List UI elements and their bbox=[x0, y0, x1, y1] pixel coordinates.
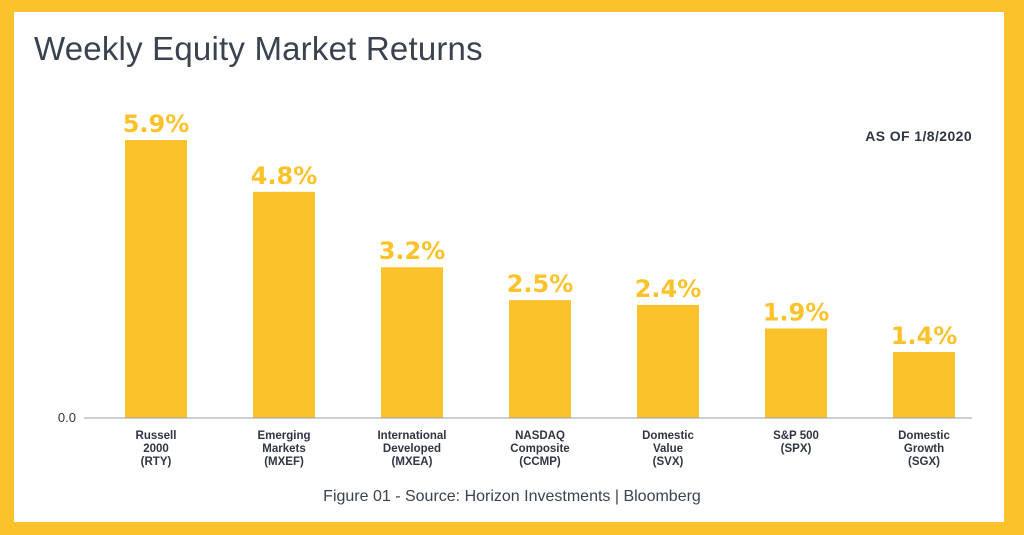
category-label-0: Russell 2000 (RTY) bbox=[136, 430, 177, 468]
bar-3 bbox=[509, 300, 571, 418]
bar-value-label-1: 4.8% bbox=[251, 162, 318, 190]
page-title: Weekly Equity Market Returns bbox=[34, 30, 483, 67]
bar-value-label-0: 5.9% bbox=[123, 110, 190, 138]
bar-0 bbox=[125, 140, 187, 418]
bar-5 bbox=[765, 328, 827, 418]
bar-6 bbox=[893, 352, 955, 418]
y-tick-zero: 0.0 bbox=[58, 410, 76, 425]
figure-caption: Figure 01 - Source: Horizon Investments … bbox=[323, 488, 701, 505]
bar-value-label-6: 1.4% bbox=[891, 322, 958, 350]
category-label-6: Domestic Growth (SGX) bbox=[898, 430, 950, 468]
category-label-5: S&P 500 (SPX) bbox=[773, 430, 819, 455]
category-label-1: Emerging Markets (MXEF) bbox=[257, 430, 310, 468]
bar-value-label-4: 2.4% bbox=[635, 275, 702, 303]
as-of-date: AS OF 1/8/2020 bbox=[865, 128, 972, 144]
category-label-3: NASDAQ Composite (CCMP) bbox=[510, 430, 569, 468]
bar-2 bbox=[381, 267, 443, 418]
bar-4 bbox=[637, 304, 699, 418]
bar-value-label-3: 2.5% bbox=[507, 270, 574, 298]
category-label-4: Domestic Value (SVX) bbox=[642, 430, 694, 468]
category-label-2: International Developed (MXEA) bbox=[377, 430, 446, 468]
bar-value-label-2: 3.2% bbox=[379, 237, 446, 265]
bar-value-label-5: 1.9% bbox=[763, 298, 830, 326]
bar-1 bbox=[253, 191, 315, 418]
